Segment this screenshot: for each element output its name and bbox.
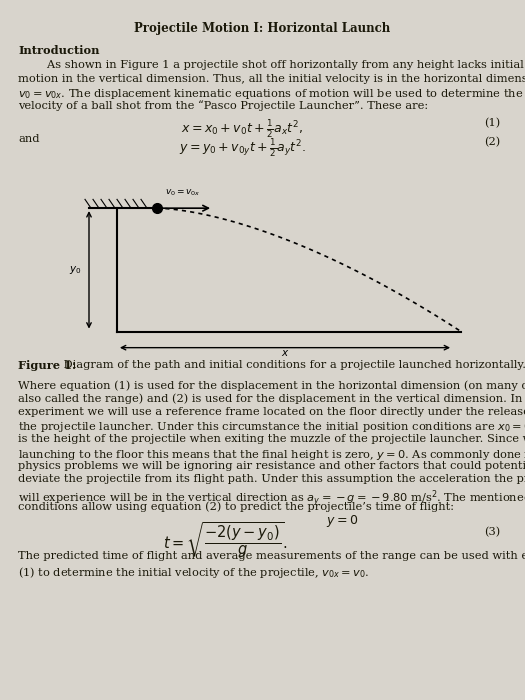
Text: (1) to determine the initial velocity of the projectile, $v_{0x} = v_0$.: (1) to determine the initial velocity of… bbox=[18, 564, 370, 580]
Text: $y = y_0 + v_{0y}t + \frac{1}{2}a_yt^2.$: $y = y_0 + v_{0y}t + \frac{1}{2}a_yt^2.$ bbox=[179, 137, 306, 159]
Text: motion in the vertical dimension. Thus, all the initial velocity is in the horiz: motion in the vertical dimension. Thus, … bbox=[18, 74, 525, 83]
Text: As shown in Figure 1 a projectile shot off horizontally from any height lacks in: As shown in Figure 1 a projectile shot o… bbox=[18, 60, 524, 70]
Text: deviate the projectile from its flight path. Under this assumption the accelerat: deviate the projectile from its flight p… bbox=[18, 475, 525, 484]
Text: experiment we will use a reference frame located on the floor directly under the: experiment we will use a reference frame… bbox=[18, 407, 525, 417]
Text: also called the range) and (2) is used for the displacement in the vertical dime: also called the range) and (2) is used f… bbox=[18, 393, 525, 404]
Text: Where equation (1) is used for the displacement in the horizontal dimension (on : Where equation (1) is used for the displ… bbox=[18, 380, 525, 391]
Text: $v_0 = v_{0x}$: $v_0 = v_{0x}$ bbox=[165, 188, 201, 198]
Text: $y = 0$: $y = 0$ bbox=[326, 513, 358, 529]
Text: is the height of the projectile when exiting the muzzle of the projectile launch: is the height of the projectile when exi… bbox=[18, 434, 525, 444]
Text: velocity of a ball shot from the “Pasco Projectile Launcher”. These are:: velocity of a ball shot from the “Pasco … bbox=[18, 101, 428, 111]
Text: and: and bbox=[18, 134, 39, 144]
Text: (1): (1) bbox=[484, 118, 500, 128]
Text: The predicted time of flight and average measurements of the range can be used w: The predicted time of flight and average… bbox=[18, 551, 525, 561]
Text: $x$: $x$ bbox=[281, 348, 289, 358]
Text: launching to the floor this means that the final height is zero, $y = 0$. As com: launching to the floor this means that t… bbox=[18, 447, 525, 461]
Text: conditions allow using equation (2) to predict the projectile’s time of flight:: conditions allow using equation (2) to p… bbox=[18, 501, 454, 512]
Text: the projectile launcher. Under this circumstance the initial position conditions: the projectile launcher. Under this circ… bbox=[18, 421, 525, 435]
Text: Projectile Motion I: Horizontal Launch: Projectile Motion I: Horizontal Launch bbox=[134, 22, 391, 35]
Text: $x = x_0 + v_0t + \frac{1}{2}a_xt^2,$: $x = x_0 + v_0t + \frac{1}{2}a_xt^2,$ bbox=[182, 118, 303, 140]
Text: Diagram of the path and initial conditions for a projectile launched horizontall: Diagram of the path and initial conditio… bbox=[60, 360, 525, 370]
Text: Figure 1:: Figure 1: bbox=[18, 360, 76, 371]
Text: (2): (2) bbox=[484, 137, 500, 147]
Text: will experience will be in the vertical direction as $a_y = -g = -9.80$ m/s$^2$.: will experience will be in the vertical … bbox=[18, 488, 525, 509]
Text: $y_0$: $y_0$ bbox=[69, 264, 81, 276]
Text: $t = \sqrt{\dfrac{-2(y-y_0)}{g}}.$: $t = \sqrt{\dfrac{-2(y-y_0)}{g}}.$ bbox=[163, 521, 288, 560]
Text: (3): (3) bbox=[484, 527, 500, 538]
Text: $v_0 = v_{0x}$. The displacement kinematic equations of motion will be used to d: $v_0 = v_{0x}$. The displacement kinemat… bbox=[18, 87, 525, 101]
Text: physics problems we will be ignoring air resistance and other factors that could: physics problems we will be ignoring air… bbox=[18, 461, 525, 471]
Text: Introduction: Introduction bbox=[18, 45, 100, 56]
